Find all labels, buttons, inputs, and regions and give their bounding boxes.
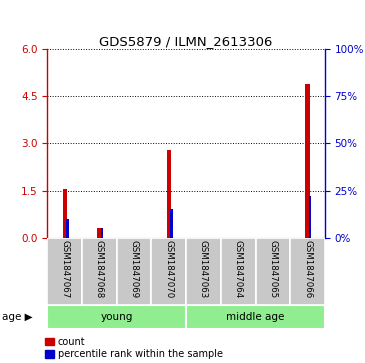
Bar bbox=[47, 238, 82, 305]
Text: GSM1847067: GSM1847067 bbox=[60, 240, 69, 298]
Bar bbox=[255, 238, 290, 305]
Text: GSM1847063: GSM1847063 bbox=[199, 240, 208, 298]
Text: middle age: middle age bbox=[226, 312, 285, 322]
Bar bbox=[151, 238, 186, 305]
Bar bbox=[97, 228, 101, 238]
Bar bbox=[117, 238, 151, 305]
Text: young: young bbox=[101, 312, 133, 322]
Bar bbox=[47, 305, 186, 329]
Bar bbox=[82, 238, 117, 305]
Text: GSM1847065: GSM1847065 bbox=[268, 240, 277, 298]
Bar bbox=[170, 209, 173, 238]
Bar bbox=[66, 219, 69, 238]
Bar bbox=[290, 238, 325, 305]
Title: GDS5879 / ILMN_2613306: GDS5879 / ILMN_2613306 bbox=[100, 35, 273, 48]
Bar bbox=[308, 196, 311, 238]
Bar bbox=[306, 83, 310, 238]
Bar bbox=[167, 150, 171, 238]
Text: GSM1847064: GSM1847064 bbox=[234, 240, 243, 298]
Text: GSM1847068: GSM1847068 bbox=[95, 240, 104, 298]
Text: GSM1847069: GSM1847069 bbox=[130, 240, 139, 298]
Text: GSM1847070: GSM1847070 bbox=[164, 240, 173, 298]
Text: GSM1847066: GSM1847066 bbox=[303, 240, 312, 298]
Text: age ▶: age ▶ bbox=[2, 312, 32, 322]
Bar bbox=[186, 238, 221, 305]
Bar bbox=[63, 189, 67, 238]
Legend: count, percentile rank within the sample: count, percentile rank within the sample bbox=[45, 337, 223, 359]
Bar bbox=[186, 305, 325, 329]
Bar bbox=[100, 228, 103, 238]
Bar bbox=[221, 238, 255, 305]
